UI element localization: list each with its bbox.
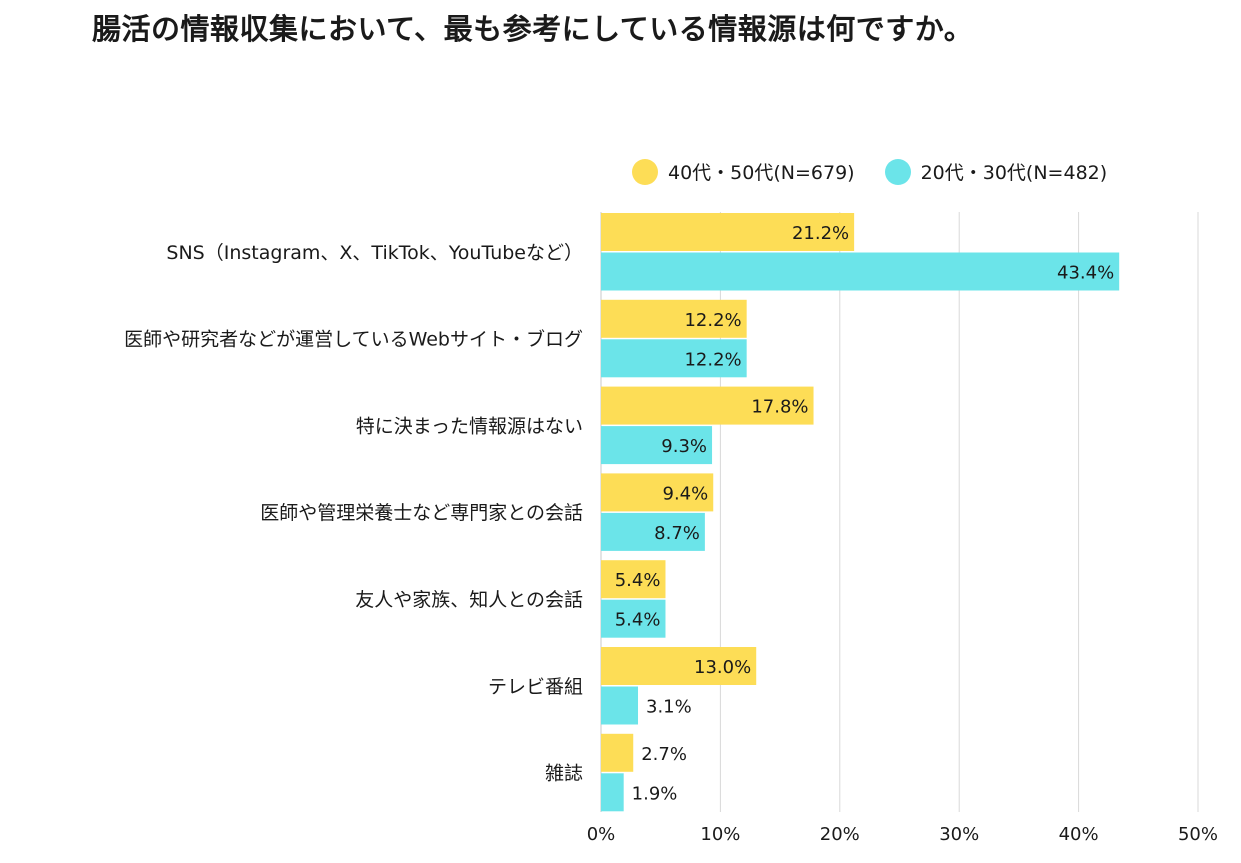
legend-item-series2: 20代・30代(N=482) [884,158,1108,185]
chart-title: 腸活の情報収集において、最も参考にしている情報源は何ですか。 [92,12,974,46]
data-label: 9.4% [663,483,709,504]
bar-series1 [601,733,634,772]
bar-series1 [601,647,757,685]
legend-label-series2: 20代・30代(N=482) [920,162,1108,184]
bar-series1 [601,560,666,599]
x-tick-label: 30% [939,824,979,845]
data-label: 43.4% [1057,263,1114,284]
x-tick-label: 20% [820,824,860,845]
bar-series2 [601,686,639,725]
legend: 40代・50代(N=679) 20代・30代(N=482) [632,158,1107,185]
bar-series2 [601,599,666,638]
x-tick-label: 50% [1178,824,1218,845]
data-label: 21.2% [792,223,849,244]
bar-series1 [601,386,814,425]
data-label: 13.0% [694,657,751,678]
bar-series2 [601,773,624,812]
data-label: 1.9% [632,783,678,804]
bar-series1 [601,299,747,338]
data-label: 2.7% [641,744,687,765]
legend-label-series1: 40代・50代(N=679) [668,162,855,184]
data-label: 3.1% [646,697,692,718]
bar-series2 [601,512,705,551]
x-tick-label: 40% [1059,824,1099,845]
data-label: 8.7% [654,523,700,544]
data-label: 17.8% [751,397,808,418]
bar-series2 [601,426,713,465]
legend-swatch-series2 [884,158,911,185]
bar-series1 [601,213,855,251]
category-label: 雑誌 [545,763,583,785]
data-label: 12.2% [684,310,741,331]
legend-swatch-series1 [632,158,658,185]
x-tick-label: 10% [700,824,740,845]
category-label: SNS（Instagram、X、TikTok、YouTubeなど） [166,242,583,264]
data-label: 5.4% [615,570,661,591]
bar-series2 [601,339,747,378]
category-label: テレビ番組 [488,676,583,698]
legend-item-series1: 40代・50代(N=679) [632,158,855,185]
category-label: 医師や研究者などが運営しているWebサイト・ブログ [124,328,583,351]
data-label: 9.3% [661,436,707,457]
category-label: 医師や管理栄養士など専門家との会話 [260,502,583,524]
data-label: 5.4% [615,610,661,631]
data-label: 12.2% [684,349,741,370]
bar-series2 [601,252,1120,291]
category-label: 友人や家族、知人との会話 [355,589,583,611]
category-label: 特に決まった情報源はない [356,415,583,437]
x-tick-label: 0% [587,824,616,845]
bar-series1 [601,473,714,512]
